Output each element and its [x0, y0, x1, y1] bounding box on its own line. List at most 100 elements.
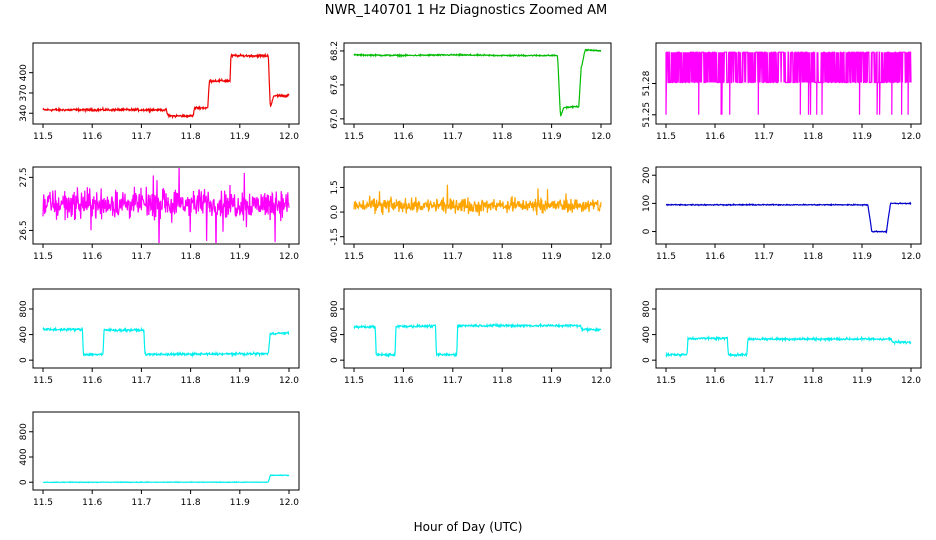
- x-tick-label: 11.7: [131, 498, 151, 508]
- x-tick-label: 11.8: [181, 376, 201, 386]
- x-tick-label: 12.0: [901, 252, 921, 262]
- x-tick-label: 11.9: [542, 132, 562, 142]
- series-line-temperature: [665, 51, 912, 115]
- figure-title: NWR_140701 1 Hz Diagnostics Zoomed AM: [325, 3, 608, 18]
- x-tick-label: 11.8: [181, 252, 201, 262]
- x-tick-label: 11.7: [443, 252, 463, 262]
- y-tick-label: 27.5: [19, 167, 29, 187]
- x-tick-label: 11.6: [82, 132, 102, 142]
- plot-area: [42, 168, 290, 243]
- series-line: [353, 184, 602, 216]
- plot-area: [42, 474, 290, 484]
- plot-frame: [32, 411, 300, 491]
- plot-area: [353, 48, 602, 117]
- plot-area: [353, 322, 602, 358]
- plot-frame: [343, 288, 612, 369]
- x-tick-label: 11.6: [393, 132, 413, 142]
- x-tick-label: 11.7: [754, 252, 774, 262]
- panel-8: 11.5 11.6 11.7 11.8 11.9 12.0 0 400 800: [330, 288, 612, 386]
- x-tick-label: 11.9: [230, 376, 250, 386]
- x-tick-label: 11.6: [705, 252, 725, 262]
- x-tick-label: 11.8: [803, 132, 823, 142]
- x-tick-label: 12.0: [901, 376, 921, 386]
- y-tick-label: 340: [19, 104, 29, 121]
- panel-10: 11.5 11.6 11.7 11.8 11.9 12.0 0 400 800: [19, 411, 300, 508]
- x-tick-label: 11.5: [33, 252, 53, 262]
- y-tick-label: 800: [330, 300, 340, 317]
- x-tick-label: 11.6: [82, 376, 102, 386]
- panel-9: 11.5 11.6 11.7 11.8 11.9 12.0 0 400 800: [642, 288, 922, 386]
- y-tick-label: 67.0: [330, 109, 340, 129]
- plot-area: [353, 184, 602, 216]
- plot-frame: [32, 288, 300, 369]
- x-tick-label: 12.0: [279, 498, 299, 508]
- x-tick-label: 11.9: [852, 132, 872, 142]
- x-tick-label: 12.0: [591, 376, 611, 386]
- y-tick-label: 400: [19, 64, 29, 81]
- x-tick-label: 11.9: [852, 376, 872, 386]
- x-tick-label: 11.9: [230, 252, 250, 262]
- y-tick-label: 51.25: [642, 102, 652, 128]
- series-line: [42, 52, 290, 120]
- y-tick-label: 800: [19, 423, 29, 440]
- x-tick-label: 11.5: [656, 252, 676, 262]
- x-tick-label: 11.9: [230, 132, 250, 142]
- x-tick-label: 11.7: [443, 132, 463, 142]
- x-tick-label: 11.7: [131, 132, 151, 142]
- x-tick-label: 12.0: [279, 252, 299, 262]
- plot-area: [42, 326, 290, 358]
- x-tick-label: 11.5: [33, 498, 53, 508]
- y-tick-label: 0: [19, 357, 29, 363]
- y-tick-label: -1.5: [330, 228, 340, 246]
- y-tick-label: 51.28: [642, 70, 652, 96]
- y-tick-label: 67.6: [330, 75, 340, 95]
- x-tick-label: 11.5: [33, 132, 53, 142]
- y-tick-label: 0: [19, 479, 29, 485]
- x-tick-label: 11.9: [230, 498, 250, 508]
- x-tick-label: 11.8: [803, 376, 823, 386]
- plot-frame: [343, 166, 612, 245]
- x-tick-label: 12.0: [279, 132, 299, 142]
- x-tick-label: 11.8: [181, 498, 201, 508]
- x-tick-label: 12.0: [279, 376, 299, 386]
- x-tick-label: 11.8: [492, 376, 512, 386]
- plot-area: [42, 52, 290, 120]
- y-tick-label: 0: [642, 357, 652, 363]
- panel-4: 11.5 11.6 11.7 11.8 11.9 12.0 26.5 27.5: [19, 166, 300, 262]
- series-line: [353, 48, 602, 117]
- y-tick-label: 800: [642, 300, 652, 317]
- panel-6: 11.5 11.6 11.7 11.8 11.9 12.0 0 100 200: [642, 166, 922, 262]
- x-tick-label: 11.8: [492, 132, 512, 142]
- x-tick-label: 11.6: [705, 376, 725, 386]
- series-line: [42, 474, 290, 484]
- series-line: [665, 335, 912, 358]
- plot-frame: [32, 166, 300, 245]
- panel-7: 11.5 11.6 11.7 11.8 11.9 12.0 0 400 800: [19, 288, 300, 386]
- x-tick-label: 11.6: [705, 132, 725, 142]
- y-tick-label: 370: [19, 84, 29, 101]
- x-tick-label: 11.7: [131, 376, 151, 386]
- y-tick-label: 0: [642, 228, 652, 234]
- plot-area: [665, 335, 912, 358]
- x-tick-label: 11.8: [181, 132, 201, 142]
- y-tick-label: 400: [642, 326, 652, 343]
- x-tick-label: 11.7: [754, 376, 774, 386]
- plot-area: [665, 51, 912, 115]
- y-tick-label: 68.2: [330, 41, 340, 61]
- x-tick-label: 11.6: [82, 252, 102, 262]
- y-tick-label: 400: [19, 448, 29, 465]
- x-tick-label: 11.6: [82, 498, 102, 508]
- plot-frame: [343, 42, 612, 125]
- x-tick-label: 11.5: [656, 132, 676, 142]
- x-tick-label: 11.5: [344, 376, 364, 386]
- x-tick-label: 11.5: [344, 132, 364, 142]
- x-tick-label: 11.7: [754, 132, 774, 142]
- x-tick-label: 11.7: [443, 376, 463, 386]
- panel-3: 11.5 11.6 11.7 11.8 11.9 12.0 51.25 51.28: [642, 42, 922, 142]
- panel-5: 11.5 11.6 11.7 11.8 11.9 12.0 -1.5 0.0 1.5: [330, 166, 612, 262]
- plot-frame: [655, 288, 922, 369]
- x-tick-label: 11.9: [542, 252, 562, 262]
- x-tick-label: 11.5: [656, 376, 676, 386]
- x-tick-label: 11.9: [542, 376, 562, 386]
